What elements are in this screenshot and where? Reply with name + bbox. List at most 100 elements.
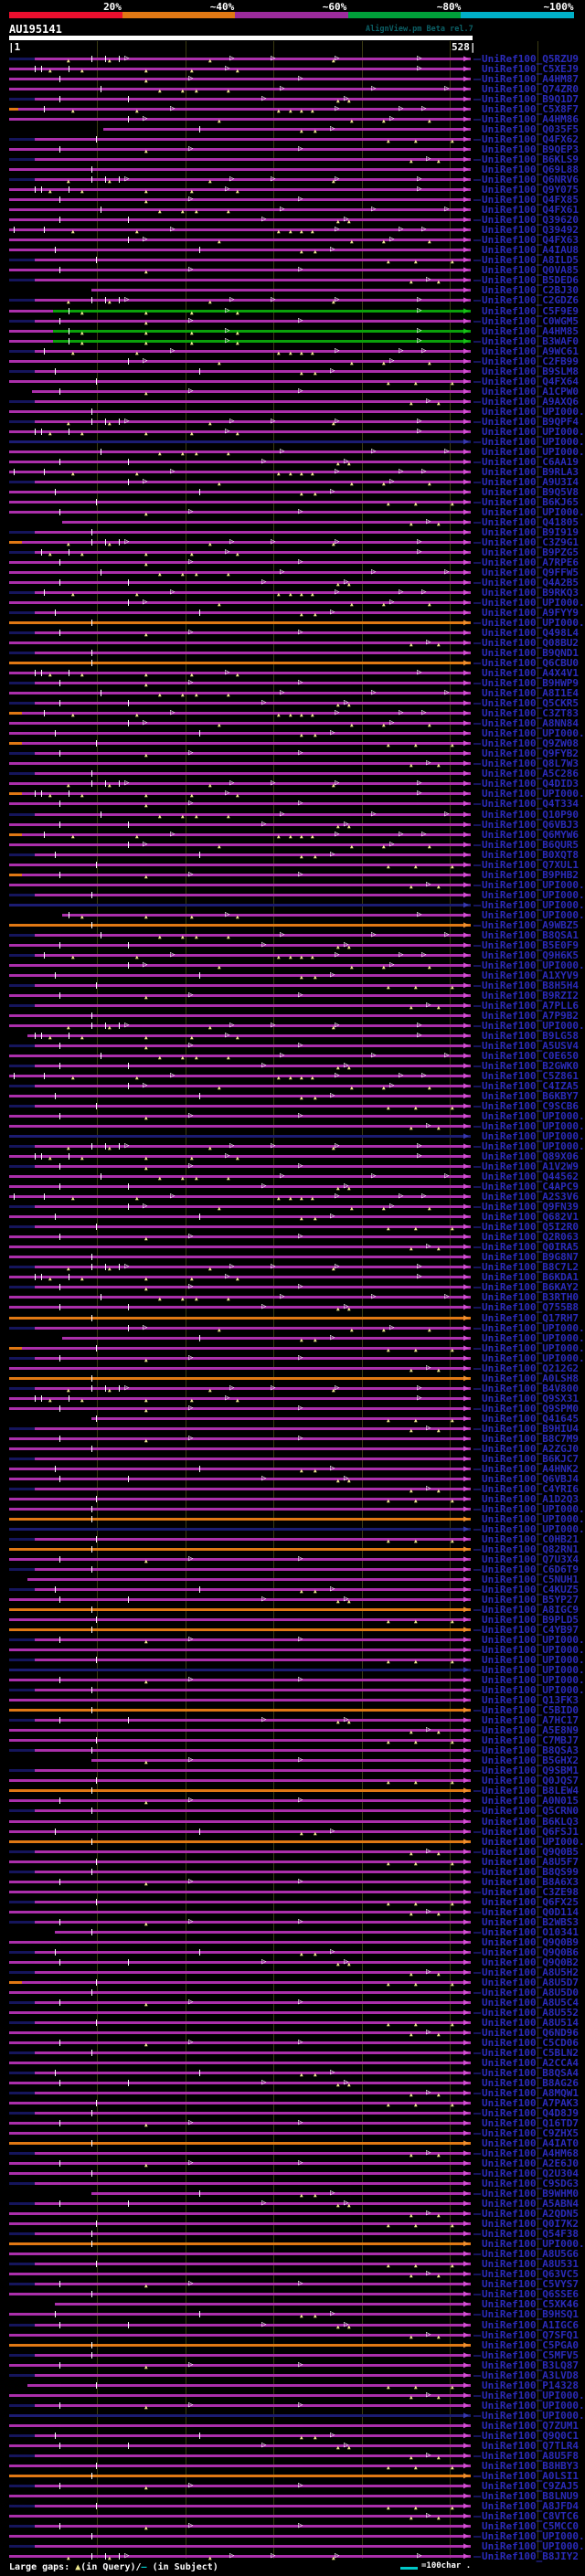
- alignment-row[interactable]: ▷ ▲ ▲ ▶ UniRef100_C4KUZ5: [0, 1584, 585, 1595]
- alignment-row[interactable]: ▶ UniRef100_A2CCA4: [0, 2057, 585, 2069]
- alignment-row[interactable]: ▶ UniRef100_UPI000..: [0, 2410, 585, 2422]
- subject-id-link[interactable]: UniRef100_Q63VC5: [482, 2268, 579, 2280]
- subject-id-link[interactable]: UniRef100_B5DED6: [482, 274, 579, 286]
- alignment-row[interactable]: ▲ ▲ ▲ ▶ UniRef100_A8ILD5: [0, 254, 585, 266]
- alignment-row[interactable]: ▷ ▷ ▷ ▷ ▲ ▲ ▲ ▲ ▲ ▲ ▶ UniRef100_B9RLA3: [0, 466, 585, 478]
- alignment-row[interactable]: ▷ ▷ ▷ ▷ ▲ ▲ ▲ ▲ ▲ ▲ ▶ UniRef100_C3ZT83: [0, 707, 585, 719]
- alignment-row[interactable]: ▲ ▲ ▲ ▶ UniRef100_A8JFD4: [0, 2500, 585, 2512]
- alignment-row[interactable]: ▷ ▷ ▲ ▶ UniRef100_C5CD06: [0, 2037, 585, 2049]
- alignment-row[interactable]: ▶ UniRef100_UPI000..: [0, 1513, 585, 1525]
- subject-id-link[interactable]: UniRef100_B9RKQ3: [482, 587, 579, 599]
- alignment-row[interactable]: ▶ UniRef100_C3ZE98: [0, 1886, 585, 1898]
- alignment-row[interactable]: ▶ UniRef100_Q9SBM1: [0, 1765, 585, 1776]
- subject-id-link[interactable]: UniRef100_C4APC9: [482, 1181, 579, 1193]
- alignment-row[interactable]: ▷ ▷ ▷ ▷ ▲ ▲ ▲ ▲ ▲ ▲ ▶ UniRef100_C5X8F7: [0, 103, 585, 115]
- alignment-row[interactable]: ▶ UniRef100_Q13FK3: [0, 1694, 585, 1706]
- alignment-row[interactable]: ▷ ▷ ▲ ▶ UniRef100_Q498L4: [0, 627, 585, 639]
- subject-id-link[interactable]: UniRef100_UPI000..: [482, 436, 585, 448]
- subject-id-link[interactable]: UniRef100_A8U5D0: [482, 1987, 579, 1998]
- alignment-row[interactable]: ▶ UniRef100_A0LSH8: [0, 1373, 585, 1384]
- alignment-row[interactable]: ▷ ▷ ▲ ▶ UniRef100_Q2R063: [0, 1231, 585, 1243]
- subject-id-link[interactable]: UniRef100_A4IAT0: [482, 2137, 579, 2149]
- alignment-row[interactable]: ▶ UniRef100_B8QS99: [0, 1866, 585, 1878]
- alignment-row[interactable]: ▷ ▲ ▲ ▶ UniRef100_Q41805: [0, 516, 585, 528]
- alignment-row[interactable]: ▶ UniRef100_UPI000..: [0, 1664, 585, 1676]
- subject-id-link[interactable]: UniRef100_A7P9B2: [482, 1010, 579, 1022]
- subject-id-link[interactable]: UniRef100_UPI000..: [482, 1322, 585, 1334]
- alignment-row[interactable]: ▷ ▷ ▷ ▲ ▲ ▲ ▲ ▶ UniRef100_B8QSA1: [0, 929, 585, 941]
- alignment-row[interactable]: ▷ ▲ ▲ ▶ UniRef100_Q63VC5: [0, 2268, 585, 2280]
- alignment-row[interactable]: ▲ ▲ ▲ ▶ UniRef100_UPI000..: [0, 1654, 585, 1666]
- subject-id-link[interactable]: UniRef100_Q7XUL1: [482, 859, 579, 871]
- subject-id-link[interactable]: UniRef100_Q6ND96: [482, 2027, 579, 2039]
- subject-id-link[interactable]: UniRef100_UPI000..: [482, 426, 585, 438]
- alignment-row[interactable]: ▶ UniRef100_B6KLQ3: [0, 1816, 585, 1828]
- subject-id-link[interactable]: UniRef100_A9AXQ6: [482, 396, 579, 408]
- subject-id-link[interactable]: UniRef100_A8U5C4: [482, 1997, 579, 2009]
- alignment-row[interactable]: ▲ ▲ ▲ ▶ UniRef100_C9SCB6: [0, 1100, 585, 1112]
- alignment-row[interactable]: ▷ ▲ ▲ ▶ UniRef100_A9FYY9: [0, 607, 585, 619]
- subject-id-link[interactable]: UniRef100_B2WBS3: [482, 1916, 579, 1928]
- alignment-row[interactable]: ▷ ▷ ▲ ▲ ▲ ▲ ▲ ▶ UniRef100_Q9SX31: [0, 1393, 585, 1405]
- alignment-row[interactable]: ▶ UniRef100_C5BLN2: [0, 2047, 585, 2059]
- subject-id-link[interactable]: UniRef100_Q035F5: [482, 123, 579, 135]
- alignment-row[interactable]: ▷ ▷ ▲ ▶ UniRef100_A4HM87: [0, 73, 585, 85]
- subject-id-link[interactable]: UniRef100_Q0D114: [482, 1906, 579, 1918]
- subject-id-link[interactable]: UniRef100_B9HSQ1: [482, 2308, 579, 2320]
- subject-id-link[interactable]: UniRef100_UPI000..: [482, 889, 585, 901]
- alignment-row[interactable]: ▶ UniRef100_B9QND1: [0, 647, 585, 659]
- subject-id-link[interactable]: UniRef100_B8LEW4: [482, 1785, 579, 1797]
- subject-id-link[interactable]: UniRef100_B9QND1: [482, 647, 579, 659]
- subject-id-link[interactable]: UniRef100_B9RZI2: [482, 990, 579, 1002]
- alignment-row[interactable]: ▷ ▷ ▲ ▲ ▲ ▲ ▶ UniRef100_B3WAF0: [0, 335, 585, 347]
- subject-id-link[interactable]: UniRef100_C4YRI6: [482, 1483, 579, 1495]
- subject-id-link[interactable]: UniRef100_C4KUZ5: [482, 1584, 579, 1595]
- subject-id-link[interactable]: UniRef100_Q9FFW5: [482, 567, 579, 578]
- alignment-row[interactable]: ▲ ▲ ▲ ▶ UniRef100_B9PLD5: [0, 1614, 585, 1626]
- subject-id-link[interactable]: UniRef100_Q9Q0B9: [482, 1936, 579, 1948]
- subject-id-link[interactable]: UniRef100_A5USV4: [482, 1040, 579, 1052]
- subject-id-link[interactable]: UniRef100_UPI000..: [482, 1634, 585, 1646]
- subject-id-link[interactable]: UniRef100_A0N015: [482, 1795, 579, 1807]
- alignment-row[interactable]: ▷ ▲ ▲ ▶ UniRef100_B9HIU4: [0, 1423, 585, 1435]
- alignment-row[interactable]: ▶ UniRef100_Q9Q0B9: [0, 1936, 585, 1948]
- alignment-row[interactable]: ▶ UniRef100_Q17RH7: [0, 1312, 585, 1324]
- alignment-row[interactable]: ▷ ▷ ▷ ▷ ▷ ▲ ▲ ▲ ▲ ▶ UniRef100_B4V800: [0, 1383, 585, 1394]
- subject-id-link[interactable]: UniRef100_A1D2Q3: [482, 1493, 579, 1505]
- subject-id-link[interactable]: UniRef100_B5GHX2: [482, 1754, 579, 1766]
- subject-id-link[interactable]: UniRef100_UPI000..: [482, 1674, 585, 1686]
- subject-id-link[interactable]: UniRef100_B5E0F9: [482, 939, 579, 951]
- subject-id-link[interactable]: UniRef100_A8U514: [482, 2017, 579, 2029]
- alignment-row[interactable]: ▶ UniRef100_UPI000..: [0, 1644, 585, 1656]
- subject-id-link[interactable]: UniRef100_Q4FX85: [482, 194, 579, 206]
- alignment-row[interactable]: ▶ UniRef100_UPI000..: [0, 406, 585, 418]
- subject-id-link[interactable]: UniRef100_A4HM86: [482, 113, 579, 125]
- alignment-row[interactable]: ▷ ▷ ▲ ▲ ▶ UniRef100_C6AA19: [0, 456, 585, 468]
- alignment-row[interactable]: ▷ ▷ ▷ ▷ ▲ ▲ ▲ ▲ ▲ ▲ ▶ UniRef100_Q6MYW6: [0, 829, 585, 841]
- alignment-row[interactable]: ▷ ▷ ▷ ▷ ▷ ▲ ▲ ▲ ▲ ▶ UniRef100_Q5RZU9: [0, 53, 585, 65]
- alignment-row[interactable]: ▷ ▷ ▷ ▷ ▲ ▲ ▲ ▲ ▲ ▲ ▶ UniRef100_Q39492: [0, 224, 585, 236]
- alignment-row[interactable]: ▷ ▲ ▲ ▶ UniRef100_A2QDN5: [0, 2208, 585, 2220]
- alignment-row[interactable]: ▷ ▲ ▲ ▶ UniRef100_A4IAU8: [0, 244, 585, 256]
- alignment-row[interactable]: ▷ ▷ ▲ ▶ UniRef100_C5VYS7: [0, 2278, 585, 2290]
- alignment-row[interactable]: ▷ ▲ ▲ ▶ UniRef100_Q212G2: [0, 1362, 585, 1374]
- alignment-row[interactable]: ▷ ▷ ▲ ▶ UniRef100_A8U5C4: [0, 1997, 585, 2009]
- alignment-row[interactable]: ▶ UniRef100_UPI000..: [0, 899, 585, 911]
- subject-id-link[interactable]: UniRef100_B8QSA3: [482, 1744, 579, 1756]
- alignment-row[interactable]: ▷ ▷ ▷ ▷ ▷ ▲ ▲ ▲ ▲ ▶ UniRef100_UPI000..: [0, 1140, 585, 1152]
- subject-id-link[interactable]: UniRef100_Q4FX63: [482, 234, 579, 246]
- subject-id-link[interactable]: UniRef100_UPI000..: [482, 2410, 585, 2422]
- subject-id-link[interactable]: UniRef100_P14328: [482, 2380, 579, 2391]
- alignment-row[interactable]: ▷ ▷ ▷ ▷ ▲ ▲ ▲ ▲ ▲ ▲ ▶ UniRef100_B9RKQ3: [0, 587, 585, 599]
- alignment-row[interactable]: ▷ ▷ ▲ ▲ ▶ UniRef100_B9Q1D7: [0, 93, 585, 105]
- alignment-row[interactable]: ▷ ▷ ▲ ▶ UniRef100_Q16TD7: [0, 2117, 585, 2129]
- subject-id-link[interactable]: UniRef100_Q08BU2: [482, 637, 579, 649]
- alignment-row[interactable]: ▲ ▲ ▲ ▶ UniRef100_Q9ZW08: [0, 737, 585, 749]
- alignment-row[interactable]: ▷ ▲ ▲ ▶ UniRef100_A1XYV9: [0, 970, 585, 981]
- alignment-row[interactable]: ▷ ▷ ▲ ▲ ▲ ▲ ▶ UniRef100_UPI000..: [0, 909, 585, 921]
- subject-id-link[interactable]: UniRef100_C8VTC6: [482, 2510, 579, 2522]
- alignment-row[interactable]: ▷ ▲ ▲ ▶ UniRef100_B5DED6: [0, 274, 585, 286]
- alignment-row[interactable]: ▲ ▲ ▲ ▶ UniRef100_B8H5H4: [0, 980, 585, 991]
- subject-id-link[interactable]: UniRef100_Q17RH7: [482, 1312, 579, 1324]
- alignment-row[interactable]: ▶ UniRef100_B6KJC7: [0, 1453, 585, 1465]
